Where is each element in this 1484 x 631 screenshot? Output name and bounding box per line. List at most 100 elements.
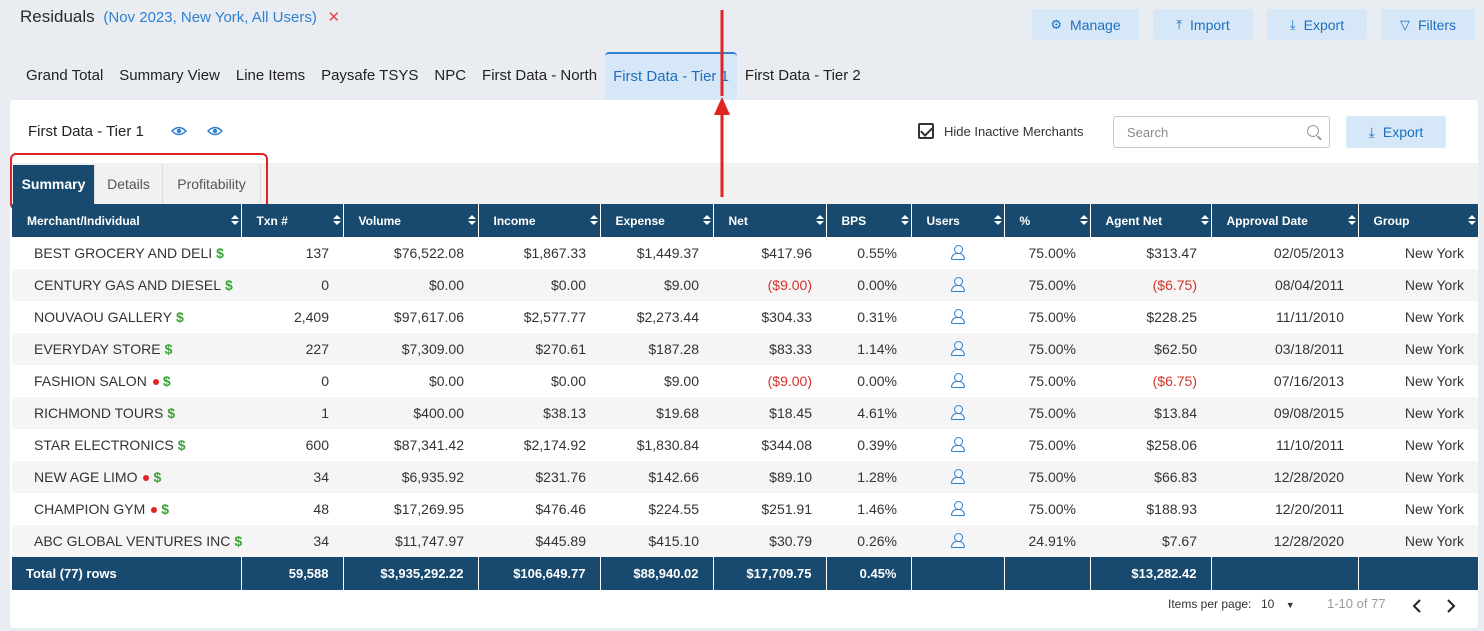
bps-cell: 0.55%: [826, 237, 911, 269]
agent-net-cell: ($6.75): [1090, 365, 1211, 397]
manage-button[interactable]: ⚙ Manage: [1032, 9, 1139, 40]
dollar-icon[interactable]: $: [167, 405, 176, 421]
eye-icon[interactable]: [207, 124, 223, 138]
eye-icon[interactable]: [171, 124, 187, 138]
dollar-icon[interactable]: $: [164, 341, 173, 357]
table-row[interactable]: CHAMPION GYM $48 $17,269.95 $476.46 $224.55 $…: [12, 493, 1478, 525]
user-icon[interactable]: [950, 276, 965, 292]
col-net[interactable]: Net: [713, 204, 827, 237]
merchant-cell[interactable]: BEST GROCERY AND DELI $: [12, 237, 241, 269]
chevron-right-icon[interactable]: [1446, 599, 1456, 613]
volume-cell: $76,522.08: [343, 237, 478, 269]
panel-title: First Data - Tier 1: [28, 123, 144, 140]
dollar-icon[interactable]: $: [224, 277, 233, 293]
tab-grand-total[interactable]: Grand Total: [26, 67, 104, 84]
dollar-icon[interactable]: $: [162, 373, 171, 389]
clear-filter-icon[interactable]: ✕: [327, 9, 341, 26]
user-icon[interactable]: [950, 244, 965, 260]
col-volume[interactable]: Volume: [343, 204, 479, 237]
filter-summary[interactable]: (Nov 2023, New York, All Users): [103, 9, 317, 26]
user-icon[interactable]: [950, 532, 965, 548]
top-bar: Residuals (Nov 2023, New York, All Users…: [0, 0, 1484, 52]
subtab-profitability[interactable]: Profitability: [163, 165, 261, 204]
chevron-left-icon[interactable]: [1412, 599, 1422, 613]
table-row[interactable]: RICHMOND TOURS $1 $400.00 $38.13 $19.68 $18.4…: [12, 397, 1478, 429]
subtab-details[interactable]: Details: [95, 165, 163, 204]
percent-cell: 75.00%: [1004, 237, 1090, 269]
users-cell: [911, 333, 1004, 365]
user-icon[interactable]: [950, 404, 965, 420]
table-row[interactable]: BEST GROCERY AND DELI $137 $76,522.08 $1,86…: [12, 237, 1478, 269]
col-txn[interactable]: Txn #: [241, 204, 344, 237]
user-icon[interactable]: [950, 340, 965, 356]
table-row[interactable]: FASHION SALON $0 $0.00 $0.00 $9.00 ($9.00) 0.0…: [12, 365, 1478, 397]
merchant-cell[interactable]: ABC GLOBAL VENTURES INC $: [12, 525, 243, 557]
merchant-cell[interactable]: CHAMPION GYM $: [12, 493, 241, 525]
approval-date-cell: 09/08/2015: [1211, 397, 1358, 429]
dollar-icon[interactable]: $: [153, 469, 162, 485]
merchant-cell[interactable]: STAR ELECTRONICS $: [12, 429, 241, 461]
user-icon[interactable]: [950, 308, 965, 324]
tab-npc[interactable]: NPC: [434, 67, 467, 84]
user-icon[interactable]: [950, 372, 965, 388]
table-row[interactable]: NOUVAOU GALLERY $2,409 $97,617.06 $2,577.77…: [12, 301, 1478, 333]
merchant-name: EVERYDAY STORE: [34, 341, 161, 357]
inactive-dot-icon: [143, 475, 150, 482]
net-cell: $251.91: [713, 493, 826, 525]
col-group[interactable]: Group: [1358, 204, 1479, 237]
merchant-cell[interactable]: CENTURY GAS AND DIESEL $: [12, 269, 241, 301]
totals-group: [1358, 557, 1479, 590]
col-expense[interactable]: Expense: [600, 204, 714, 237]
expense-cell: $9.00: [600, 365, 713, 397]
tab-first-data-north[interactable]: First Data - North: [482, 67, 598, 84]
hide-inactive-toggle[interactable]: Hide Inactive Merchants: [918, 123, 1083, 139]
panel-export-button[interactable]: ⤓ Export: [1346, 116, 1446, 148]
col-approval-date[interactable]: Approval Date: [1211, 204, 1359, 237]
tab-summary-view[interactable]: Summary View: [119, 67, 220, 84]
table-row[interactable]: EVERYDAY STORE $227 $7,309.00 $270.61 $187.2…: [12, 333, 1478, 365]
user-icon[interactable]: [950, 500, 965, 516]
tab-first-data-tier-2[interactable]: First Data - Tier 2: [744, 67, 861, 84]
col-percent[interactable]: %: [1004, 204, 1091, 237]
hide-inactive-checkbox[interactable]: [918, 123, 934, 139]
merchant-cell[interactable]: NEW AGE LIMO $: [12, 461, 241, 493]
filters-button[interactable]: ▽ Filters: [1381, 9, 1475, 40]
merchant-cell[interactable]: EVERYDAY STORE $: [12, 333, 241, 365]
user-icon[interactable]: [950, 436, 965, 452]
col-income[interactable]: Income: [478, 204, 601, 237]
tab-first-data-tier-1[interactable]: First Data - Tier 1: [605, 52, 737, 100]
items-per-page-select[interactable]: 10 ▼: [1261, 597, 1301, 611]
table-row[interactable]: NEW AGE LIMO $34 $6,935.92 $231.76 $142.66 $8…: [12, 461, 1478, 493]
tab-paysafe-tsys[interactable]: Paysafe TSYS: [321, 67, 419, 84]
export-button[interactable]: ⤓ Export: [1267, 9, 1367, 40]
dollar-icon[interactable]: $: [234, 533, 243, 549]
annotation-highlight-box: [10, 153, 268, 210]
search-icon: [1307, 125, 1319, 137]
users-cell: [911, 365, 1004, 397]
tab-line-items[interactable]: Line Items: [235, 67, 306, 84]
table-row[interactable]: CENTURY GAS AND DIESEL $0 $0.00 $0.00 $9.00(…: [12, 269, 1478, 301]
merchant-cell[interactable]: NOUVAOU GALLERY $: [12, 301, 241, 333]
user-icon[interactable]: [950, 468, 965, 484]
inactive-dot-icon: [151, 507, 158, 514]
merchant-name: ABC GLOBAL VENTURES INC: [34, 533, 231, 549]
import-button[interactable]: ⤒ Import: [1153, 9, 1253, 40]
merchant-cell[interactable]: RICHMOND TOURS $: [12, 397, 241, 429]
dollar-icon[interactable]: $: [175, 309, 184, 325]
dollar-icon[interactable]: $: [177, 437, 186, 453]
col-agent-net[interactable]: Agent Net: [1090, 204, 1212, 237]
txn-cell: 137: [241, 237, 343, 269]
search-input[interactable]: [1114, 117, 1294, 147]
table-row[interactable]: ABC GLOBAL VENTURES INC $34 $11,747.97 $445…: [12, 525, 1478, 557]
table-row[interactable]: STAR ELECTRONICS $600 $87,341.42 $2,174.92 $…: [12, 429, 1478, 461]
col-bps[interactable]: BPS: [826, 204, 912, 237]
col-merchant[interactable]: Merchant/Individual: [12, 204, 242, 237]
col-label: Agent Net: [1105, 213, 1163, 228]
dollar-icon[interactable]: $: [161, 501, 170, 517]
dollar-icon[interactable]: $: [216, 245, 224, 261]
merchant-cell[interactable]: FASHION SALON $: [12, 365, 241, 397]
col-users[interactable]: Users: [911, 204, 1005, 237]
processor-tabs: Grand Total Summary View Line Items Pays…: [18, 52, 869, 100]
subtab-summary[interactable]: Summary: [13, 165, 95, 204]
users-cell: [911, 493, 1004, 525]
